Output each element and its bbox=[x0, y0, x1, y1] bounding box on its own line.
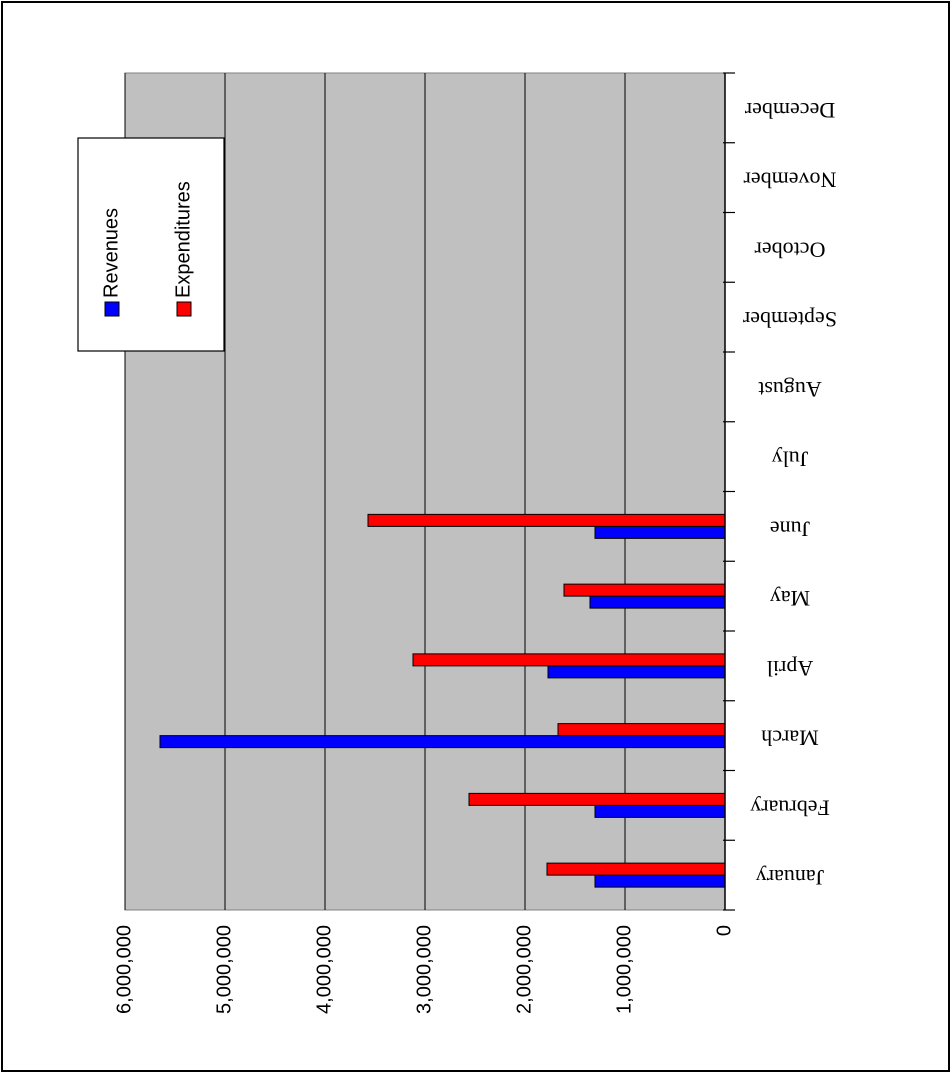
category-label: April bbox=[767, 656, 813, 681]
value-tick-label: 6,000,000 bbox=[113, 925, 135, 1014]
value-tick-label: 1,000,000 bbox=[613, 925, 635, 1014]
legend-label: Expenditures bbox=[172, 181, 194, 298]
bar-revenues bbox=[594, 804, 726, 818]
category-label: December bbox=[744, 98, 835, 123]
category-labels: January February March April May June July Augu… bbox=[742, 98, 837, 890]
value-tick-label: 3,000,000 bbox=[413, 925, 435, 1014]
value-tick-label: 5,000,000 bbox=[213, 925, 235, 1014]
legend-swatch bbox=[176, 301, 192, 317]
bar-expenditures bbox=[557, 723, 726, 737]
category-label: September bbox=[742, 307, 837, 332]
bar-revenues bbox=[589, 595, 726, 609]
category-label: February bbox=[750, 795, 829, 820]
category-label: November bbox=[743, 168, 837, 193]
legend-swatch bbox=[104, 301, 120, 317]
legend: Revenues Expenditures bbox=[77, 137, 225, 352]
bar-expenditures bbox=[468, 792, 726, 806]
bar-expenditures bbox=[546, 862, 726, 876]
value-tick-label: 4,000,000 bbox=[313, 925, 335, 1014]
bar-expenditures bbox=[367, 513, 726, 527]
value-tick-label: 2,000,000 bbox=[513, 925, 535, 1014]
bar-revenues bbox=[594, 525, 726, 539]
bar-revenues bbox=[547, 665, 726, 679]
bar-expenditures bbox=[412, 653, 726, 667]
bar-revenues bbox=[159, 735, 726, 749]
category-label: October bbox=[754, 237, 826, 262]
bar-expenditures bbox=[563, 583, 726, 597]
category-ticks bbox=[723, 72, 735, 911]
bar-revenues bbox=[594, 874, 726, 888]
value-tick-label: 0 bbox=[713, 925, 735, 936]
category-label: July bbox=[772, 447, 809, 472]
category-label: January bbox=[756, 865, 824, 890]
value-labels: 0 1,000,000 2,000,000 3,000,000 4,000,000 5,0… bbox=[113, 925, 735, 1014]
category-label: June bbox=[770, 516, 810, 541]
category-label: August bbox=[758, 377, 822, 402]
category-label: March bbox=[761, 726, 818, 751]
legend-label: Revenues bbox=[100, 208, 122, 298]
category-label: May bbox=[770, 586, 810, 611]
legend-box bbox=[77, 137, 225, 352]
